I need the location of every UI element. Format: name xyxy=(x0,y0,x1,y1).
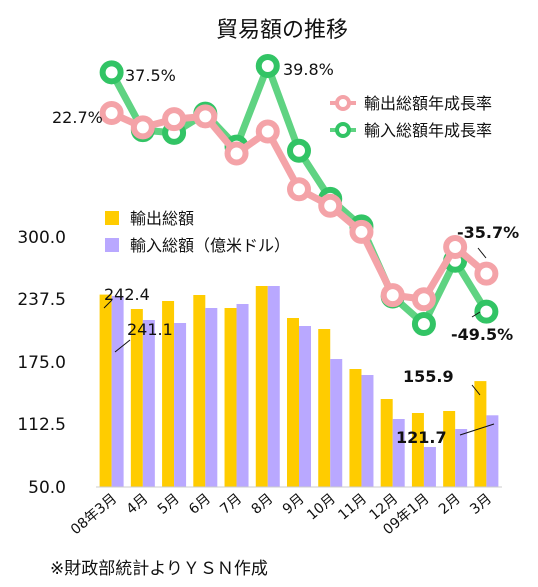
export-rate-point xyxy=(287,177,311,202)
annotation-first-import-rate: 37.5% xyxy=(125,66,176,85)
export-rate-point xyxy=(474,261,499,286)
import-bar xyxy=(111,295,124,487)
import-rate-point xyxy=(255,54,280,78)
import-bar xyxy=(236,304,249,487)
x-tick-label: 10月 xyxy=(304,491,339,524)
x-tick-label: 5月 xyxy=(155,491,183,518)
chart-title: 貿易額の推移 xyxy=(216,18,348,43)
legend-export-label: 輸出総額 xyxy=(130,209,194,228)
export-rate-point xyxy=(130,115,155,140)
export-bar xyxy=(287,318,299,487)
annotation-first-import-bar: 241.1 xyxy=(127,320,173,339)
legend-import-swatch xyxy=(105,238,119,252)
import-bar xyxy=(361,375,374,487)
export-bar xyxy=(349,369,362,487)
import-rate-point xyxy=(287,138,311,163)
import-bar xyxy=(455,429,468,487)
y-tick-label: 175.0 xyxy=(17,353,66,373)
export-rate-point xyxy=(162,107,187,132)
y-tick-label: 50.0 xyxy=(28,478,66,498)
export-bar xyxy=(411,413,424,487)
x-tick-label: 6月 xyxy=(186,491,214,518)
y-tick-label: 237.5 xyxy=(17,290,66,310)
x-tick-label: 3月 xyxy=(467,491,495,518)
export-rate-point xyxy=(411,287,436,312)
export-bar xyxy=(255,286,268,487)
export-bar xyxy=(99,294,112,487)
annotation-first-export-bar: 242.4 xyxy=(104,285,150,304)
export-bar xyxy=(130,309,143,487)
annotation-last-export-rate: -35.7% xyxy=(457,223,519,242)
export-bar xyxy=(224,308,237,487)
y-tick-label: 300.0 xyxy=(17,228,66,248)
export-bar xyxy=(380,399,393,487)
import-bar xyxy=(299,326,311,487)
x-tick-label: 11月 xyxy=(335,491,370,524)
footnote: ※財政部統計よりＹＳＮ作成 xyxy=(50,559,268,579)
bar-legend: 輸出総額 輸入総額（億米ドル） xyxy=(105,209,290,255)
x-tick-label: 9月 xyxy=(280,491,308,518)
legend-export-rate-label: 輸出総額年成長率 xyxy=(364,94,492,113)
import-bar xyxy=(267,286,280,487)
annotation-first-export-rate: 22.7% xyxy=(52,108,103,127)
x-tick-label: 7月 xyxy=(217,491,245,518)
import-bar xyxy=(142,320,155,487)
y-tick-label: 112.5 xyxy=(17,415,66,435)
legend-import-rate-marker xyxy=(335,122,351,138)
line-series-group xyxy=(99,54,499,336)
legend-export-swatch xyxy=(105,211,119,225)
line-legend: 輸出総額年成長率 輸入総額年成長率 xyxy=(330,94,492,140)
x-tick-label: 8月 xyxy=(248,491,276,518)
bar-series-group xyxy=(99,286,499,487)
y-axis: 300.0 237.5 175.0 112.5 50.0 xyxy=(17,228,66,498)
export-rate-point xyxy=(99,101,124,126)
annotation-last-import-bar: 121.7 xyxy=(396,428,447,447)
x-tick-label: 4月 xyxy=(124,491,152,518)
x-tick-label: 2月 xyxy=(436,491,464,518)
annotation-peak-import-rate: 39.8% xyxy=(283,60,334,79)
export-bar xyxy=(474,381,487,487)
export-rate-point xyxy=(349,219,374,244)
legend-import-rate-label: 輸入総額年成長率 xyxy=(364,121,492,140)
import-rate-point xyxy=(99,60,124,85)
import-bar xyxy=(205,308,218,487)
x-tick-label: 08年3月 xyxy=(68,491,120,538)
export-rate-point xyxy=(318,193,343,218)
import-bar xyxy=(174,323,187,487)
import-bar xyxy=(392,419,405,487)
annotation-last-export-bar: 155.9 xyxy=(403,367,454,386)
import-bar xyxy=(423,447,436,487)
export-rate-point xyxy=(443,234,468,259)
import-rate-point xyxy=(411,312,436,336)
annotation-leaders xyxy=(103,247,495,436)
legend-export-rate-marker xyxy=(335,95,351,111)
export-bar xyxy=(193,295,206,487)
export-bar xyxy=(318,329,331,487)
legend-import-label: 輸入総額（億米ドル） xyxy=(130,236,290,255)
export-rate-point xyxy=(380,283,405,308)
export-rate-point xyxy=(193,104,218,129)
annotation-last-import-rate: -49.5% xyxy=(451,325,513,344)
import-bar xyxy=(330,359,343,487)
import-rate-point xyxy=(474,299,499,324)
export-bar xyxy=(443,411,456,487)
import-bar xyxy=(486,415,499,487)
export-bar xyxy=(162,301,175,487)
export-rate-point xyxy=(224,141,249,166)
export-rate-point xyxy=(255,119,280,144)
